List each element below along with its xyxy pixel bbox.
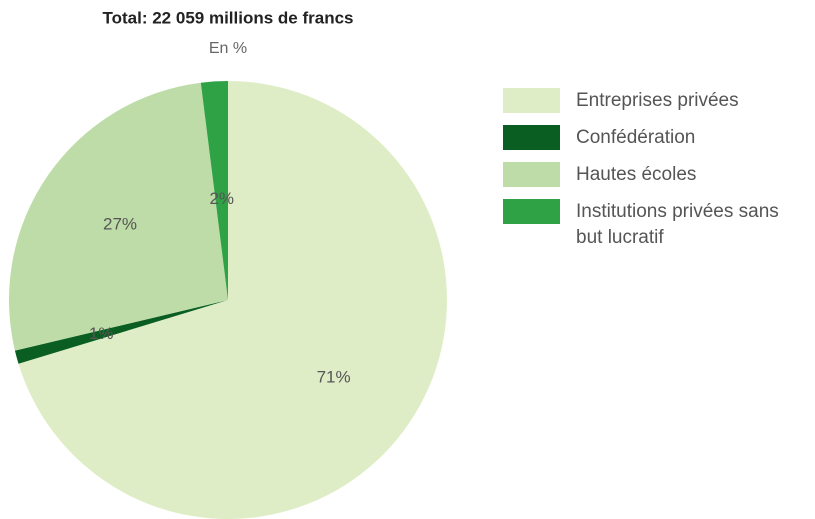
pie-slice [200,81,228,300]
pie-slice [14,300,229,364]
legend-swatch [503,125,560,150]
legend-label: Institutions privées sans but lucratif [576,201,779,248]
legend: Entreprises privées Confédération Hautes é… [503,88,803,262]
chart-subtitle: En % [209,40,247,57]
legend-swatch [503,199,560,224]
legend-item: Confédération [503,125,803,151]
data-label: 71% [317,368,351,387]
legend-label: Hautes écoles [576,164,697,185]
legend-item: Institutions privées sans but lucratif [503,199,803,251]
legend-label: Confédération [576,127,696,148]
legend-item: Entreprises privées [503,88,803,114]
legend-swatch [503,162,560,187]
chart-title: Total: 22 059 millions de francs [103,8,354,27]
pie-slice [18,81,448,519]
data-label: 27% [103,215,137,234]
data-label: 2% [209,189,234,208]
legend-item: Hautes écoles [503,162,803,188]
pie-slice [9,82,228,351]
legend-label: Entreprises privées [576,90,739,111]
data-label: 1% [89,324,114,343]
legend-swatch [503,88,560,113]
